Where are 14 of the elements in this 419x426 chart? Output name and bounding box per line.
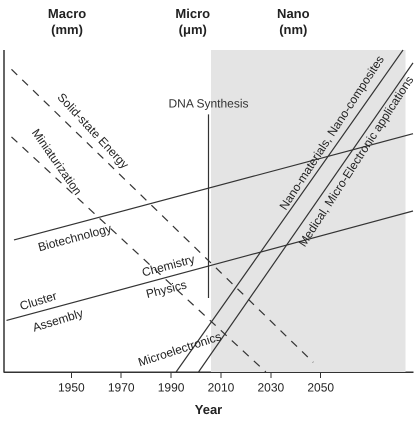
- annotation: Cluster: [18, 288, 59, 314]
- x-tick-label: 1970: [108, 380, 135, 395]
- text: Nano (nm): [277, 6, 310, 38]
- x-tick-label: 2030: [257, 380, 285, 395]
- text: Macro (mm): [48, 6, 86, 38]
- x-axis-title: Year: [194, 402, 222, 417]
- annotation: Physics: [144, 277, 188, 302]
- x-tick-label: 1950: [58, 380, 86, 395]
- x-tick-label: 2010: [208, 380, 235, 395]
- x-tick-label: 1990: [158, 380, 185, 395]
- x-tick-label: 2050: [307, 380, 334, 395]
- annotation: Chemistry: [140, 252, 196, 280]
- ref-line-label: DNA Synthesis: [168, 96, 249, 111]
- text: Micro (μm): [175, 6, 210, 38]
